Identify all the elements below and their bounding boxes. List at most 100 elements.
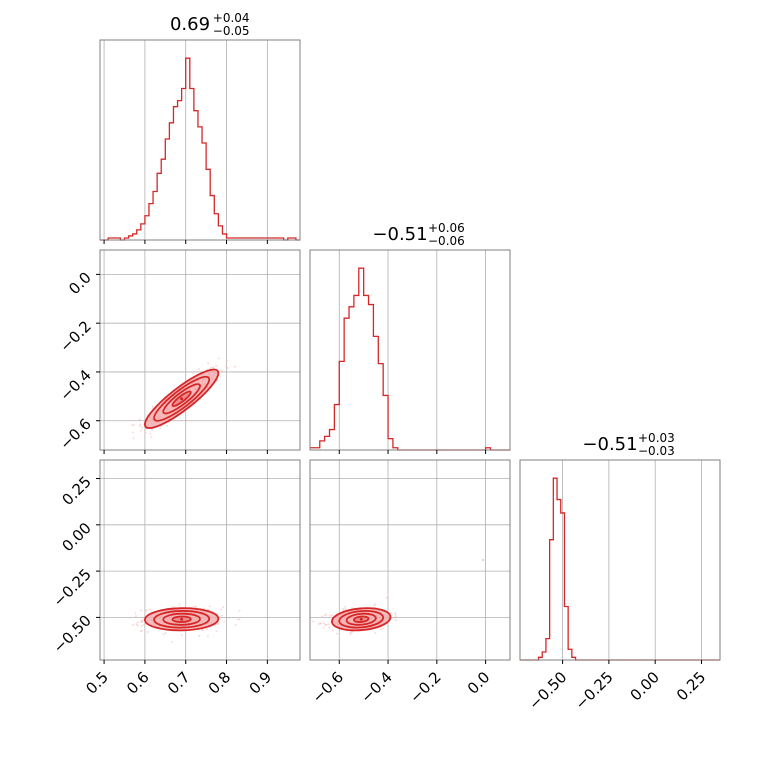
x-tick-label: −0.4 bbox=[357, 668, 395, 706]
sample-point bbox=[159, 427, 162, 430]
y-tick-label: 0.0 bbox=[65, 268, 95, 298]
x-tick-label: −0.50 bbox=[525, 668, 570, 713]
sample-point bbox=[140, 630, 143, 633]
sample-point bbox=[382, 627, 385, 630]
sample-point bbox=[344, 605, 347, 608]
sample-point bbox=[195, 605, 198, 608]
sample-point bbox=[322, 622, 325, 625]
contour-level bbox=[338, 610, 385, 629]
sample-point bbox=[211, 366, 214, 369]
sample-point bbox=[236, 618, 239, 621]
sample-point bbox=[132, 431, 135, 434]
sample-point bbox=[180, 634, 183, 637]
y-tick-label: −0.50 bbox=[50, 612, 95, 657]
sample-point bbox=[206, 635, 209, 638]
sample-point bbox=[220, 608, 223, 611]
panel-content bbox=[102, 357, 237, 450]
histogram-step-line bbox=[310, 267, 510, 451]
sample-point bbox=[374, 632, 377, 635]
sample-point bbox=[322, 626, 325, 629]
density-peak bbox=[359, 617, 363, 621]
sample-point bbox=[379, 628, 382, 631]
x-tick-label: −0.6 bbox=[309, 668, 347, 706]
contour-level bbox=[162, 383, 201, 415]
sample-point bbox=[184, 631, 187, 634]
sample-point bbox=[140, 609, 143, 612]
sample-point bbox=[203, 607, 206, 610]
sample-point bbox=[131, 424, 134, 427]
sample-point bbox=[209, 366, 212, 369]
panel-title-upper-error: +0.04 bbox=[213, 11, 250, 25]
sample-point bbox=[132, 624, 135, 627]
sample-point bbox=[215, 364, 218, 367]
density-peak bbox=[180, 617, 184, 621]
sample-point bbox=[218, 621, 221, 624]
panel-title-lower-error: −0.05 bbox=[213, 24, 250, 38]
histogram-step-line bbox=[520, 477, 720, 661]
sample-point bbox=[238, 618, 241, 621]
sample-point bbox=[208, 605, 211, 608]
sample-point bbox=[217, 622, 220, 625]
sample-point bbox=[144, 610, 147, 613]
contour-level bbox=[345, 612, 377, 626]
x-tick-label: 0.0 bbox=[464, 668, 494, 698]
panel-title-lower-error: −0.03 bbox=[638, 444, 675, 458]
y-tick-label: −0.6 bbox=[56, 415, 94, 453]
sample-point bbox=[325, 624, 328, 627]
sample-point bbox=[394, 614, 397, 617]
sample-point bbox=[138, 418, 141, 421]
sample-point bbox=[321, 615, 324, 618]
sample-point bbox=[227, 616, 230, 619]
sample-point bbox=[226, 366, 229, 369]
panel-content bbox=[132, 603, 241, 643]
sample-point bbox=[331, 629, 334, 632]
sample-point bbox=[140, 624, 143, 627]
sample-point bbox=[140, 429, 143, 432]
sample-point bbox=[149, 432, 152, 435]
sample-point bbox=[134, 612, 137, 615]
panel-title-value: 0.69 bbox=[170, 14, 210, 35]
x-tick-label: 0.8 bbox=[205, 668, 235, 698]
panel-frame bbox=[309, 459, 511, 661]
sample-point bbox=[234, 365, 237, 368]
sample-point bbox=[324, 614, 327, 617]
panel-frame bbox=[99, 39, 301, 241]
sample-point bbox=[170, 640, 173, 643]
y-tick-label: −0.4 bbox=[56, 366, 94, 404]
x-tick-label: 0.6 bbox=[123, 668, 153, 698]
histogram-step-line bbox=[100, 57, 300, 241]
sample-point bbox=[151, 428, 154, 431]
sample-point bbox=[327, 623, 330, 626]
contour-level bbox=[162, 612, 201, 626]
panel-title-value: −0.51 bbox=[582, 434, 637, 455]
sample-point bbox=[215, 629, 218, 632]
histogram-panel-0: 0.69 +0.04−0.05 bbox=[99, 11, 301, 244]
x-tick-label: 0.00 bbox=[627, 668, 663, 704]
panel-title-lower-error: −0.06 bbox=[428, 234, 465, 248]
x-tick-label: 0.9 bbox=[246, 668, 276, 698]
sample-point bbox=[133, 423, 136, 426]
sample-point bbox=[220, 369, 223, 372]
sample-point bbox=[385, 596, 388, 599]
sample-point bbox=[223, 620, 226, 623]
y-tick-label: −0.2 bbox=[56, 317, 94, 355]
sample-point bbox=[162, 633, 165, 636]
x-tick-label: −0.2 bbox=[406, 668, 444, 706]
y-tick-label: 0.00 bbox=[58, 519, 94, 555]
sample-point bbox=[178, 603, 181, 606]
panel-title-upper-error: +0.03 bbox=[638, 431, 675, 445]
sample-point bbox=[394, 612, 397, 615]
y-tick-label: −0.25 bbox=[50, 565, 95, 610]
sample-point bbox=[225, 365, 228, 368]
outlier-point bbox=[482, 559, 485, 561]
panel-frame bbox=[309, 249, 511, 451]
sample-point bbox=[139, 423, 142, 426]
sample-point bbox=[135, 623, 138, 626]
panel-title-value: −0.51 bbox=[372, 224, 427, 245]
x-tick-label: −0.25 bbox=[571, 668, 616, 713]
sample-point bbox=[151, 405, 154, 408]
scatter-panel-1: 0.5 0.6 0.7 0.8 0.9 −0.50−0.25 0.00 0.25 bbox=[50, 459, 301, 698]
sample-point bbox=[349, 631, 352, 634]
sample-point bbox=[140, 426, 143, 429]
histogram-panel-1: −0.51 +0.06−0.06 bbox=[309, 221, 511, 454]
